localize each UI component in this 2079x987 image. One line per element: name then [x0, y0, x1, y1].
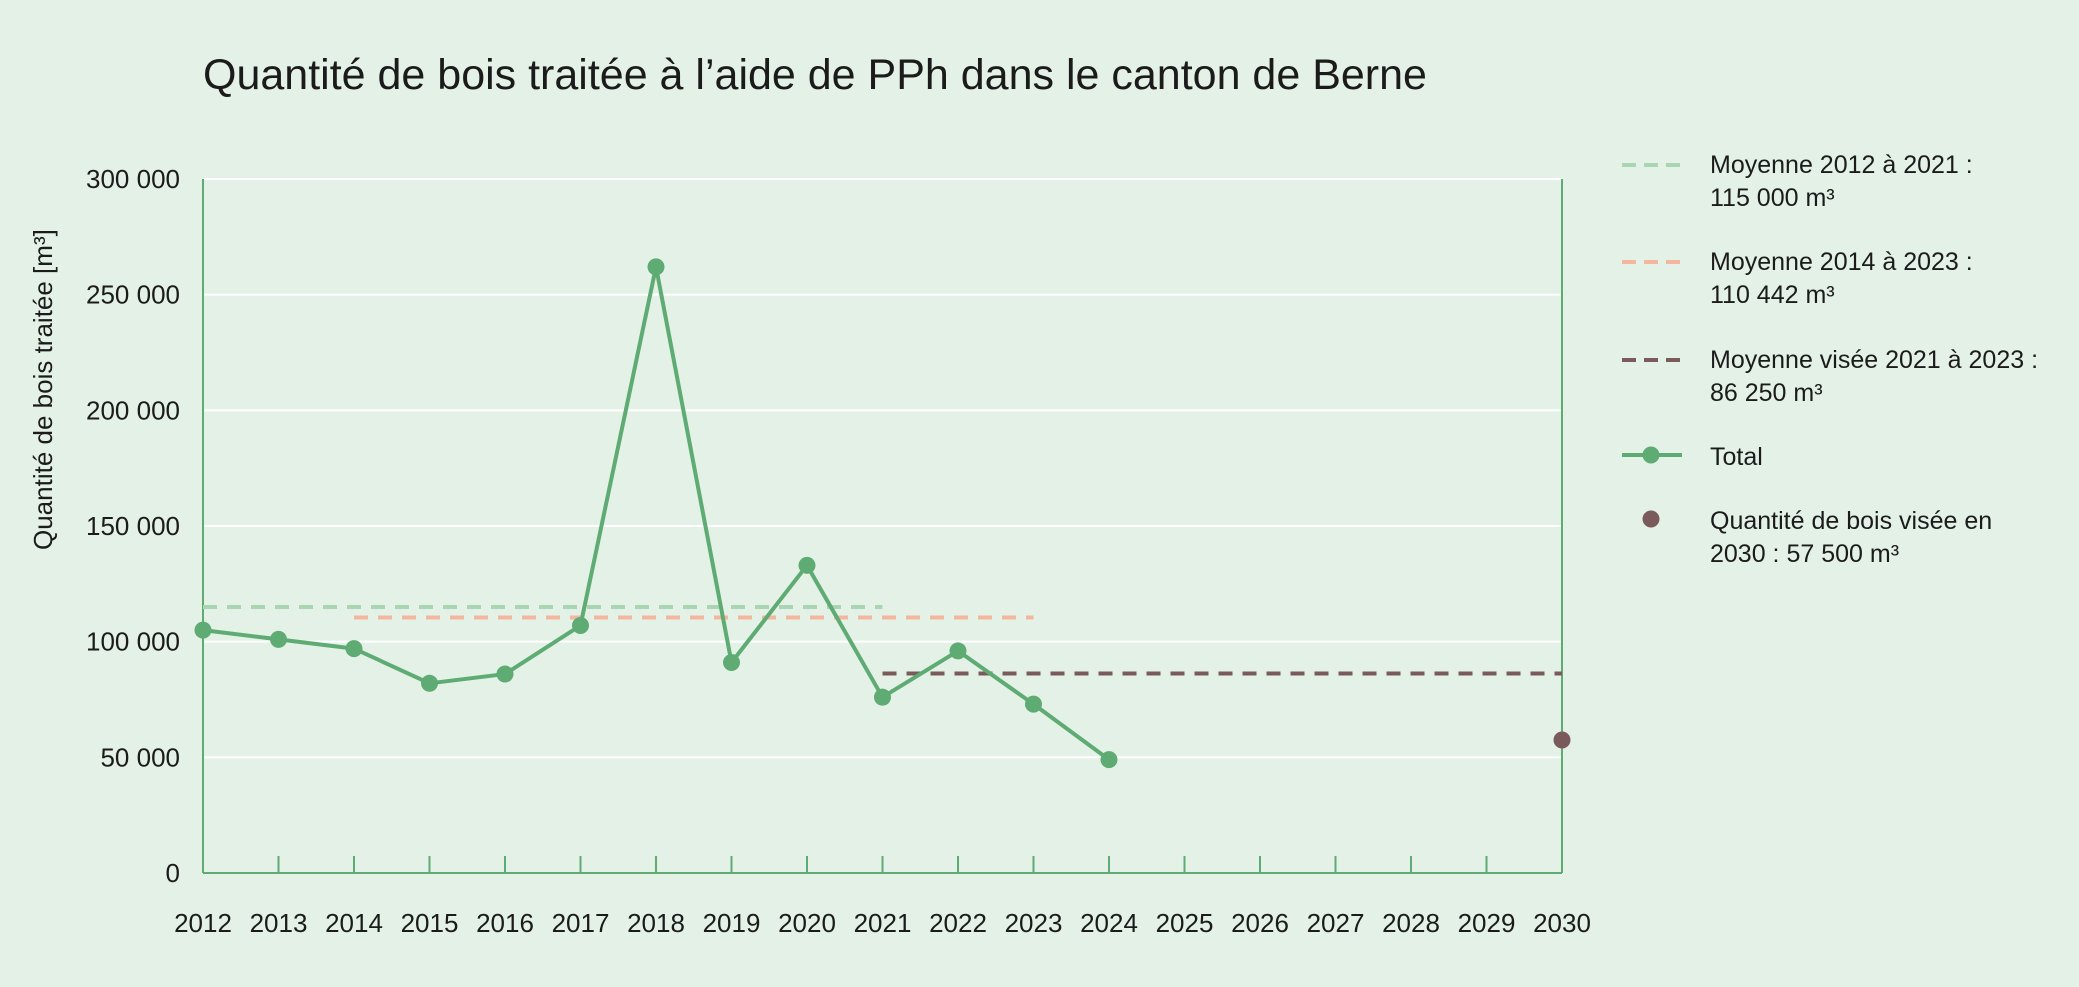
reference-lines — [203, 604, 1562, 676]
y-tick-label: 0 — [166, 858, 180, 888]
data-point — [798, 556, 816, 574]
y-tick-label: 150 000 — [86, 511, 180, 541]
legend-label: Moyenne 2014 à 2023 : — [1710, 248, 1973, 276]
x-tick-label: 2017 — [552, 908, 610, 938]
y-tick-label: 250 000 — [86, 280, 180, 310]
x-tick-label: 2018 — [627, 908, 685, 938]
legend-marker — [1642, 446, 1660, 464]
legend-label: 115 000 m³ — [1710, 184, 1835, 212]
x-tick-label: 2021 — [854, 908, 912, 938]
y-tick-label: 300 000 — [86, 164, 180, 194]
x-tick-label: 2030 — [1533, 908, 1591, 938]
data-point — [723, 653, 740, 671]
data-point — [1100, 751, 1118, 769]
x-tick-label: 2027 — [1307, 908, 1365, 938]
legend: Moyenne 2012 à 2021 : 115 000 m³ Moyenne 2… — [1622, 151, 2038, 568]
data-point — [647, 258, 665, 276]
data-point — [194, 621, 212, 639]
x-tick-label: 2015 — [401, 908, 459, 938]
series-line-total — [202, 264, 1111, 762]
data-point — [496, 665, 514, 683]
x-tick-label: 2022 — [929, 908, 987, 938]
chart-title: Quantité de bois traitée à l’aide de PPh… — [203, 51, 1427, 99]
x-tick-label: 2012 — [174, 908, 232, 938]
legend-label: 86 250 m³ — [1710, 379, 1823, 407]
y-tick-label: 50 000 — [100, 742, 180, 772]
legend-label: Moyenne 2012 à 2021 : — [1710, 151, 1973, 179]
data-point — [421, 674, 438, 692]
y-axis-label: Quantité de bois traitée [m³] — [28, 229, 58, 550]
data-point — [874, 688, 891, 706]
data-point — [345, 640, 363, 658]
y-tick-label: 200 000 — [86, 395, 180, 425]
series-layer — [194, 258, 1571, 769]
data-point — [572, 616, 589, 634]
legend-label: Quantité de bois visée en — [1710, 507, 1992, 535]
y-tick-label: 100 000 — [86, 627, 180, 657]
x-tick-label: 2019 — [703, 908, 761, 938]
legend-label: Total — [1710, 443, 1763, 471]
x-tick-label: 2029 — [1458, 908, 1516, 938]
axes: 0 50 000 100 000 150 000 200 000 250 000 300 0… — [86, 164, 1591, 938]
x-tick-label: 2014 — [325, 908, 383, 938]
x-tick-label: 2025 — [1156, 908, 1214, 938]
target-point — [1553, 731, 1571, 749]
legend-label: 110 442 m³ — [1710, 281, 1835, 309]
x-tick-label: 2016 — [476, 908, 534, 938]
data-point — [949, 642, 967, 660]
legend-label: 2030 : 57 500 m³ — [1710, 540, 1899, 568]
x-tick-label: 2023 — [1005, 908, 1063, 938]
x-tick-label: 2024 — [1080, 908, 1138, 938]
x-tick-label: 2026 — [1231, 908, 1289, 938]
x-tick-label: 2013 — [250, 908, 308, 938]
data-point — [1025, 695, 1042, 713]
data-point — [270, 630, 287, 648]
x-tick-label: 2020 — [778, 908, 836, 938]
x-tick-label: 2028 — [1382, 908, 1440, 938]
legend-marker — [1642, 510, 1660, 528]
grid-lines — [203, 178, 1562, 759]
legend-label: Moyenne visée 2021 à 2023 : — [1710, 346, 2038, 374]
